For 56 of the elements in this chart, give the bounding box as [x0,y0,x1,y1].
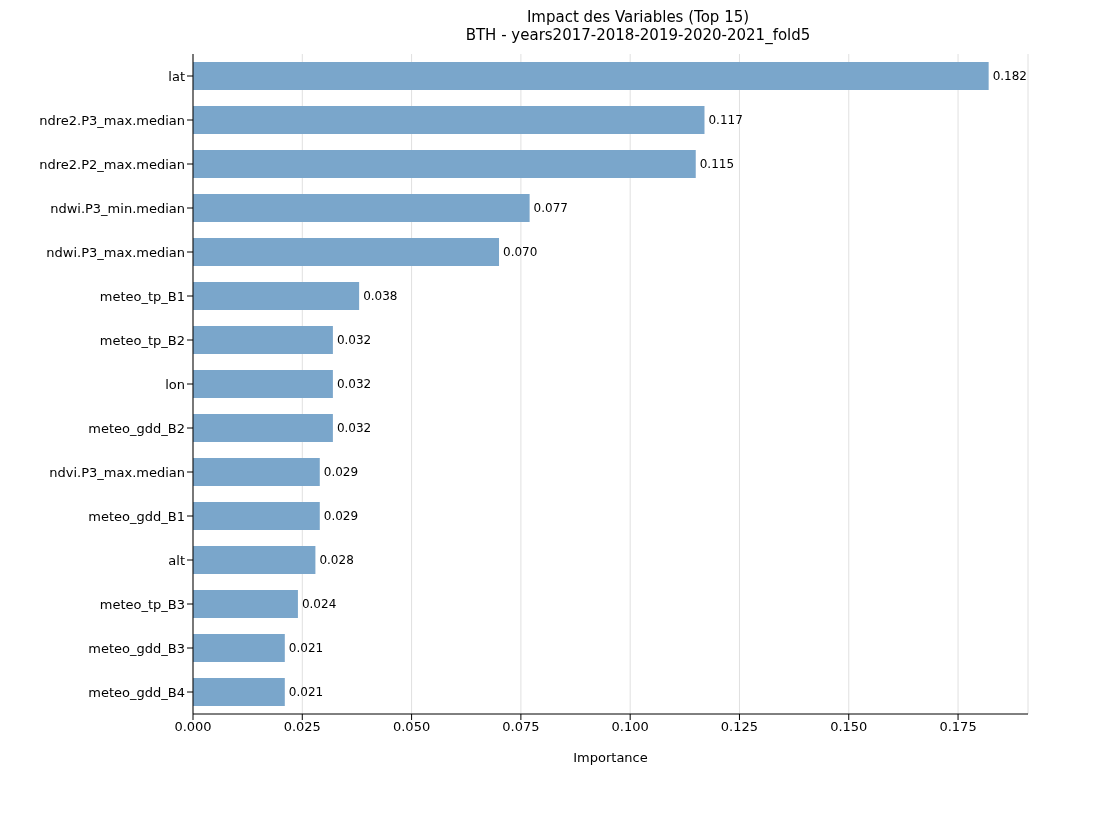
y-tick-label: meteo_gdd_B4 [88,684,185,700]
bar [193,633,285,662]
chart-title: Impact des Variables (Top 15) [525,8,751,26]
x-tick-label: 0.000 [174,719,212,735]
y-tick-label: ndre2.P2_max.median [39,156,185,172]
data-label: 0.028 [319,553,354,568]
bar [193,149,696,178]
bar [193,457,320,486]
bar [193,413,333,442]
y-tick-label: meteo_gdd_B1 [88,508,185,524]
x-tick-label: 0.025 [283,719,321,735]
data-label: 0.117 [708,113,743,128]
x-tick-label: 0.075 [502,719,540,735]
data-label: 0.021 [288,685,324,700]
data-label: 0.182 [992,69,1028,84]
x-axis-title: Importance [573,750,648,765]
data-label: 0.115 [699,157,735,172]
data-label: 0.029 [323,509,359,524]
y-tick-label: meteo_gdd_B3 [88,640,185,656]
y-tick-label: meteo_tp_B2 [99,332,185,348]
data-label: 0.021 [288,641,324,656]
data-label: 0.070 [503,245,538,260]
y-tick-label: meteo_tp_B3 [99,596,185,612]
y-tick-label: ndre2.P3_max.median [39,112,185,128]
data-label: 0.029 [323,465,359,480]
bar [193,589,298,618]
data-label: 0.032 [336,377,372,392]
y-tick-label: lon [165,376,185,392]
chart-subtitle: BTH - years2017-2018-2019-2020-2021_fold5 [464,26,812,44]
y-tick-label: ndvi.P3_max.median [49,464,185,480]
y-tick-label: ndwi.P3_min.median [50,200,185,216]
bar [193,237,500,266]
y-tick-label: meteo_tp_B1 [99,288,185,304]
data-label: 0.024 [301,597,337,612]
x-tick-label: 0.100 [611,719,649,735]
y-tick-label: meteo_gdd_B2 [88,420,185,436]
x-tick-label: 0.175 [939,719,977,735]
bar [193,501,320,530]
bar [193,281,360,310]
data-label: 0.032 [336,421,372,436]
x-tick-label: 0.150 [830,719,868,735]
data-label: 0.032 [336,333,372,348]
x-tick-label: 0.050 [392,719,431,735]
data-label: 0.077 [533,201,568,216]
bar [193,105,705,134]
bar [193,193,530,222]
data-label: 0.038 [363,289,398,304]
y-tick-label: ndwi.P3_max.median [46,244,185,260]
bar [193,325,333,354]
y-tick-label: alt [168,552,185,568]
bar [193,369,333,398]
y-tick-label: lat [168,68,185,84]
x-tick-label: 0.125 [720,719,759,735]
bar [193,677,285,706]
bar [193,61,989,90]
bar [193,545,316,574]
